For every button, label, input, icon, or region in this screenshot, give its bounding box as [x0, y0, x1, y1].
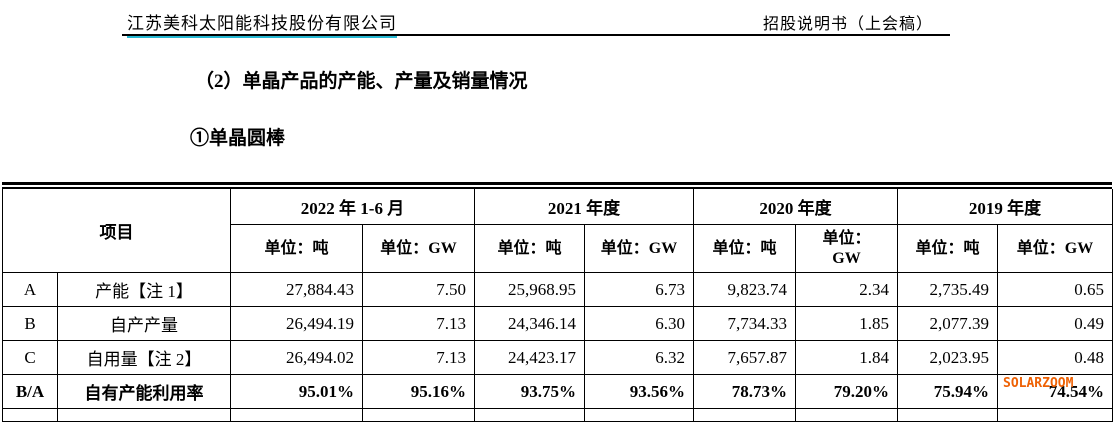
value-cell: 2.34 — [795, 272, 899, 307]
value-cell: 9,823.74 — [693, 272, 797, 307]
table-row: C 自用量【注 2】 26,494.02 7.13 24,423.17 6.32 7,657… — [2, 340, 1114, 375]
value-cell: 27,884.43 — [230, 272, 363, 307]
col-unit-header: 单位：GW — [584, 224, 695, 273]
capacity-table: 项目 2022 年 1-6 月 2021 年度 2020 年度 2019 年度 单位：吨单… — [2, 189, 1114, 422]
col-group-header: 2021 年度 — [474, 189, 695, 225]
row-label: 自有产能利用率 — [57, 374, 231, 409]
value-cell: 2,735.49 — [897, 272, 999, 307]
table-top-rule-gap — [2, 185, 1112, 187]
value-cell: 93.75% — [474, 374, 586, 409]
col-group-header: 2022 年 1-6 月 — [229, 189, 476, 225]
table-row: B/A 自有产能利用率 95.01% 95.16% 93.75% 93.56% 78.73%… — [2, 374, 1114, 409]
partial-row — [2, 408, 1114, 422]
value-cell: 0.65 — [997, 272, 1114, 307]
col-unit-header: 单位：吨 — [474, 224, 586, 273]
value-cell: 95.16% — [361, 374, 476, 409]
col-unit-header: 单位：吨 — [693, 224, 797, 273]
row-label: 自用量【注 2】 — [57, 340, 231, 375]
value-cell: 6.30 — [584, 306, 695, 341]
col-group-header: 2020 年度 — [693, 189, 899, 225]
row-code: A — [2, 272, 58, 307]
empty-cell — [230, 408, 363, 422]
table-top-rule-thin — [2, 187, 1112, 189]
value-cell: 26,494.02 — [230, 340, 363, 375]
value-cell: 93.56% — [584, 374, 695, 409]
value-cell: 6.32 — [584, 340, 695, 375]
row-code: B/A — [2, 374, 58, 409]
empty-cell — [693, 408, 797, 422]
row-label: 自产产量 — [57, 306, 231, 341]
col-unit-header: 单位：吨 — [897, 224, 999, 273]
empty-cell — [584, 408, 695, 422]
row-code: B — [2, 306, 58, 341]
value-cell: 24,346.14 — [474, 306, 586, 341]
table-row: A 产能【注 1】 27,884.43 7.50 25,968.95 6.73 9,823.… — [2, 272, 1114, 307]
section-heading: （2）单晶产品的产能、产量及销量情况 — [195, 71, 528, 92]
row-label: 产能【注 1】 — [57, 272, 231, 307]
empty-cell — [897, 408, 999, 422]
empty-cell — [795, 408, 899, 422]
value-cell: 24,423.17 — [474, 340, 586, 375]
row-code: C — [2, 340, 58, 375]
col-group-header: 2019 年度 — [897, 189, 1114, 225]
value-cell: 1.84 — [795, 340, 899, 375]
doc-title: 招股说明书（上会稿） — [763, 16, 934, 33]
col-header-item: 项目 — [2, 189, 231, 273]
value-cell: 25,968.95 — [474, 272, 586, 307]
value-cell: 26,494.19 — [230, 306, 363, 341]
col-unit-header: 单位：吨 — [230, 224, 363, 273]
value-cell: 0.49 — [997, 306, 1114, 341]
table-row: B 自产产量 26,494.19 7.13 24,346.14 6.30 7,734.33 1… — [2, 306, 1114, 341]
subsection-heading: ①单晶圆棒 — [190, 128, 286, 149]
empty-cell — [997, 408, 1114, 422]
col-unit-header: 单位：GW — [361, 224, 476, 273]
empty-cell — [474, 408, 586, 422]
value-cell: 6.73 — [584, 272, 695, 307]
table-top-rule-thick — [2, 182, 1112, 185]
empty-cell — [361, 408, 476, 422]
header-rule — [122, 34, 950, 36]
value-cell: 1.85 — [795, 306, 899, 341]
value-cell: 7.13 — [361, 340, 476, 375]
empty-cell — [2, 408, 58, 422]
value-cell: 2,023.95 — [897, 340, 999, 375]
value-cell: 75.94% — [897, 374, 999, 409]
col-unit-header: 单位：GW — [997, 224, 1114, 273]
value-cell: 95.01% — [230, 374, 363, 409]
table-wrap: 项目 2022 年 1-6 月 2021 年度 2020 年度 2019 年度 单位：吨单… — [2, 182, 1114, 422]
company-name: 江苏美科太阳能科技股份有限公司 — [127, 9, 397, 38]
value-cell: 7,734.33 — [693, 306, 797, 341]
watermark: SOLARZOOM — [1003, 376, 1074, 391]
value-cell: 7.13 — [361, 306, 476, 341]
value-cell: 78.73% — [693, 374, 797, 409]
value-cell: 7.50 — [361, 272, 476, 307]
empty-cell — [57, 408, 231, 422]
value-cell: 0.48 — [997, 340, 1114, 375]
col-unit-header: 单位： GW — [795, 224, 899, 273]
value-cell: 74.54% — [997, 374, 1114, 409]
value-cell: 79.20% — [795, 374, 899, 409]
value-cell: 7,657.87 — [693, 340, 797, 375]
value-cell: 2,077.39 — [897, 306, 999, 341]
